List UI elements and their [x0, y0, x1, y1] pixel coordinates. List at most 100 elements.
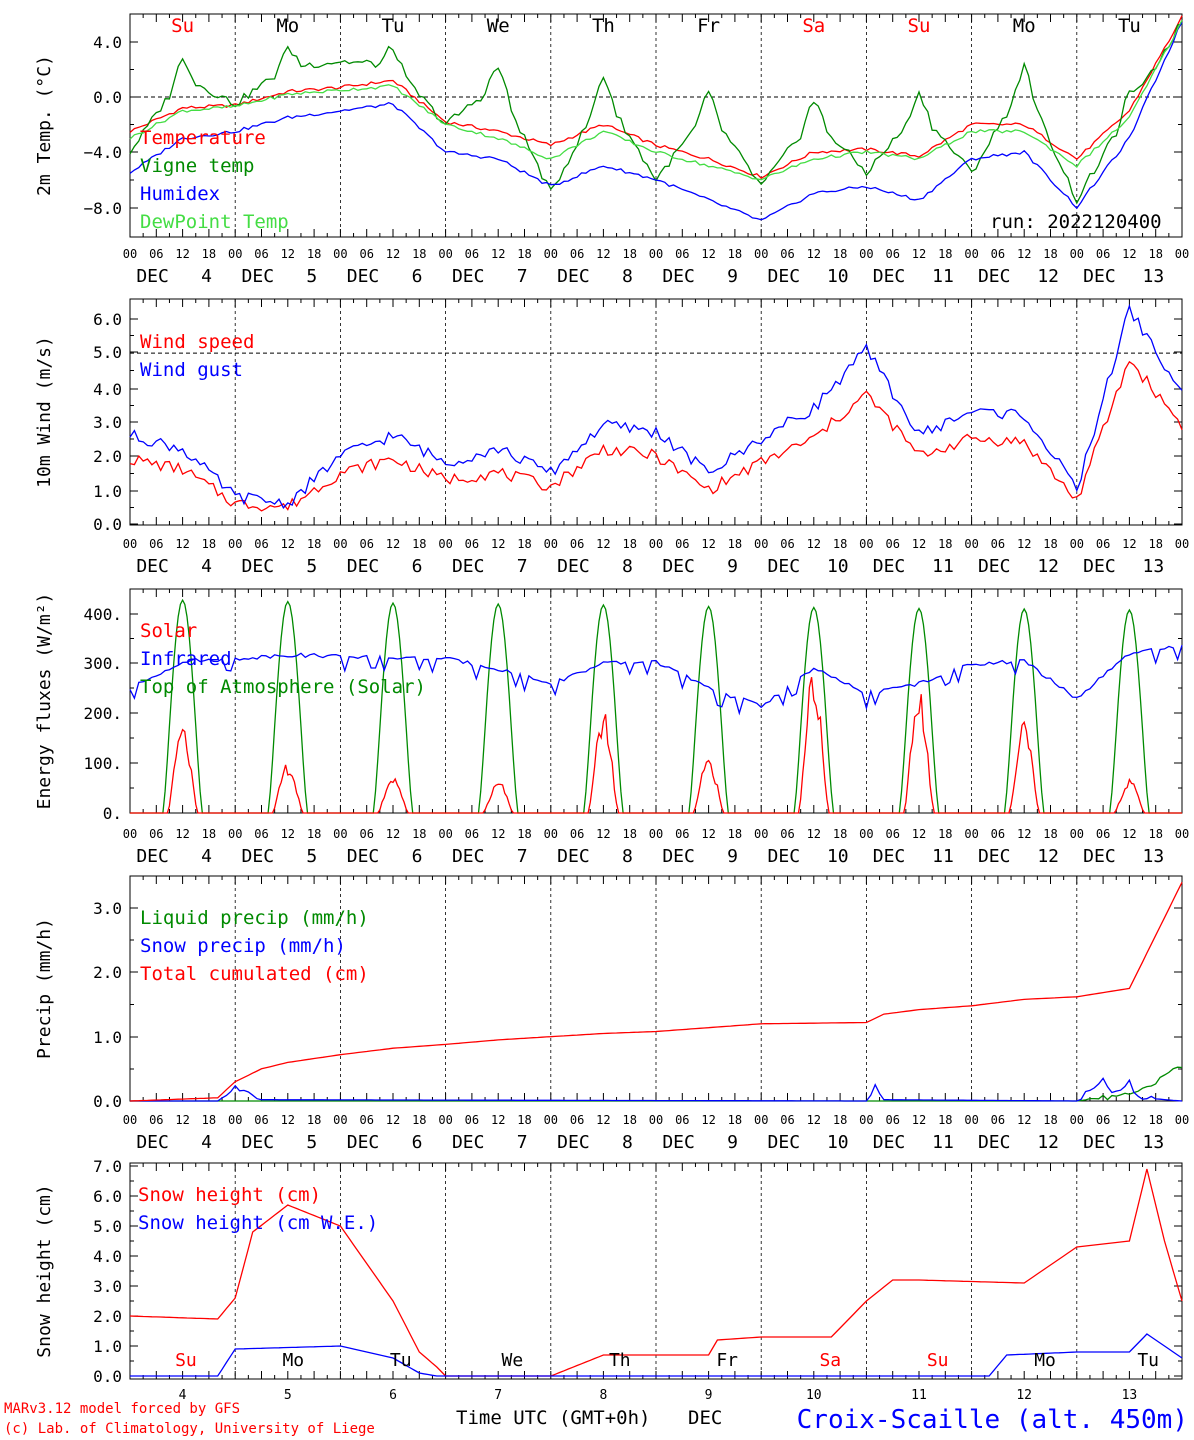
weekday-label: Mo [276, 15, 299, 37]
y-tick-label: 4.0 [93, 1247, 122, 1266]
date-month-label: DEC [873, 846, 906, 867]
hour-label: 18 [938, 1113, 952, 1127]
legend-entry: Temperature [140, 127, 266, 149]
hour-label: 18 [202, 537, 216, 551]
hour-label: 12 [596, 247, 610, 261]
hour-label: 06 [1096, 537, 1110, 551]
series-red-line [129, 15, 1183, 180]
hour-label: 06 [780, 537, 794, 551]
legend-entry: Infrared [140, 648, 232, 670]
hour-label: 18 [833, 827, 847, 841]
day-number-label: 11 [911, 1388, 927, 1403]
date-day-label: 13 [1143, 266, 1165, 287]
weekday-label: Tu [1118, 15, 1141, 37]
legend-entry: Total cumulated (cm) [140, 963, 369, 985]
date-month-label: DEC [662, 266, 695, 287]
x-axis-label: Time UTC (GMT+0h) [456, 1407, 650, 1429]
date-day-label: 13 [1143, 556, 1165, 577]
date-label-row: DEC 4 DEC 5 DEC 6 DEC 7 DEC 8 DEC 9 DEC 10 DEC 11 DEC 12 D… [136, 556, 1164, 577]
hour-label: 00 [544, 537, 558, 551]
series-red-line [129, 1168, 1183, 1377]
hour-label-row: 00 06 12 18 00 06 12 18 00 06 12 18 00 06 12 18 00 06 12 18… [123, 827, 1189, 841]
hour-label: 00 [333, 1113, 347, 1127]
date-day-label: 4 [201, 1132, 212, 1153]
panel-3: 400. 300. 200. 100. 0. Energy fluxes (W/m²) So… [34, 588, 1183, 823]
hour-label: 00 [649, 537, 663, 551]
y-tick-label: 0. [103, 804, 122, 823]
y-tick-label: 0.0 [93, 1367, 122, 1386]
hour-label: 06 [465, 827, 479, 841]
hour-label: 18 [1043, 537, 1057, 551]
date-day-label: 10 [827, 1132, 849, 1153]
hour-label: 18 [412, 1113, 426, 1127]
date-month-label: DEC [136, 266, 169, 287]
date-day-label: 10 [827, 266, 849, 287]
hour-label: 06 [570, 537, 584, 551]
hour-label: 00 [649, 247, 663, 261]
hour-label: 00 [333, 537, 347, 551]
legend-entry: Vigne temp [140, 155, 254, 177]
hour-label: 00 [544, 1113, 558, 1127]
date-month-label: DEC [242, 266, 275, 287]
hour-label: 06 [149, 247, 163, 261]
hour-label: 12 [386, 247, 400, 261]
hour-label: 06 [1096, 1113, 1110, 1127]
hour-label: 12 [1122, 247, 1136, 261]
hour-label: 00 [1175, 1113, 1189, 1127]
date-month-label: DEC [136, 1132, 169, 1153]
date-month-label: DEC [557, 1132, 590, 1153]
hour-label: 12 [596, 827, 610, 841]
day-number-label: 9 [705, 1388, 713, 1403]
hour-label: 06 [780, 247, 794, 261]
legend-entry: DewPoint Temp [140, 211, 289, 233]
date-month-label: DEC [662, 846, 695, 867]
hour-label: 00 [1070, 247, 1084, 261]
date-month-label: DEC [452, 846, 485, 867]
hour-label: 06 [991, 827, 1005, 841]
hour-label: 06 [885, 1113, 899, 1127]
hour-label: 06 [991, 537, 1005, 551]
date-month-label: DEC [347, 846, 380, 867]
hour-label: 00 [964, 827, 978, 841]
date-day-label: 6 [412, 846, 423, 867]
hour-label: 06 [465, 247, 479, 261]
hour-label: 06 [675, 827, 689, 841]
hour-label: 06 [885, 247, 899, 261]
date-month-label: DEC [1083, 846, 1116, 867]
hour-label: 06 [359, 1113, 373, 1127]
hour-label: 00 [438, 247, 452, 261]
hour-label: 00 [438, 537, 452, 551]
hour-label: 00 [333, 247, 347, 261]
date-month-label: DEC [768, 266, 801, 287]
date-month-label: DEC [768, 1132, 801, 1153]
date-day-label: 11 [932, 556, 954, 577]
hour-label: 00 [859, 827, 873, 841]
hour-label: 00 [228, 827, 242, 841]
y-tick-label: 3.0 [93, 413, 122, 432]
model-credit: MARv3.12 model forced by GFS [4, 1401, 240, 1417]
weekday-label: Tu [390, 1350, 412, 1371]
date-day-label: 6 [412, 556, 423, 577]
date-day-label: 9 [727, 1132, 738, 1153]
hour-label: 00 [754, 1113, 768, 1127]
hour-label: 12 [175, 537, 189, 551]
hour-label: 18 [833, 247, 847, 261]
hour-label: 06 [1096, 247, 1110, 261]
hour-label: 18 [517, 1113, 531, 1127]
date-day-label: 13 [1143, 1132, 1165, 1153]
legend-entry: Snow height (cm) [138, 1184, 321, 1206]
date-month-label: DEC [242, 556, 275, 577]
day-number-label: 8 [599, 1388, 607, 1403]
y-tick-label: 5.0 [93, 1217, 122, 1236]
legend-entry: Wind speed [140, 331, 254, 353]
hour-label: 12 [912, 827, 926, 841]
hour-label: 12 [175, 247, 189, 261]
panel-5: 7.0 6.0 5.0 4.0 3.0 2.0 1.0 0.0 Snow height (cm)… [34, 1157, 1183, 1386]
series-red-line [130, 677, 1182, 814]
hour-label: 00 [228, 247, 242, 261]
y-tick-label: 0.0 [93, 1092, 122, 1111]
hour-label: 18 [938, 247, 952, 261]
date-month-label: DEC [242, 846, 275, 867]
hour-label: 18 [307, 1113, 321, 1127]
hour-label: 18 [517, 247, 531, 261]
